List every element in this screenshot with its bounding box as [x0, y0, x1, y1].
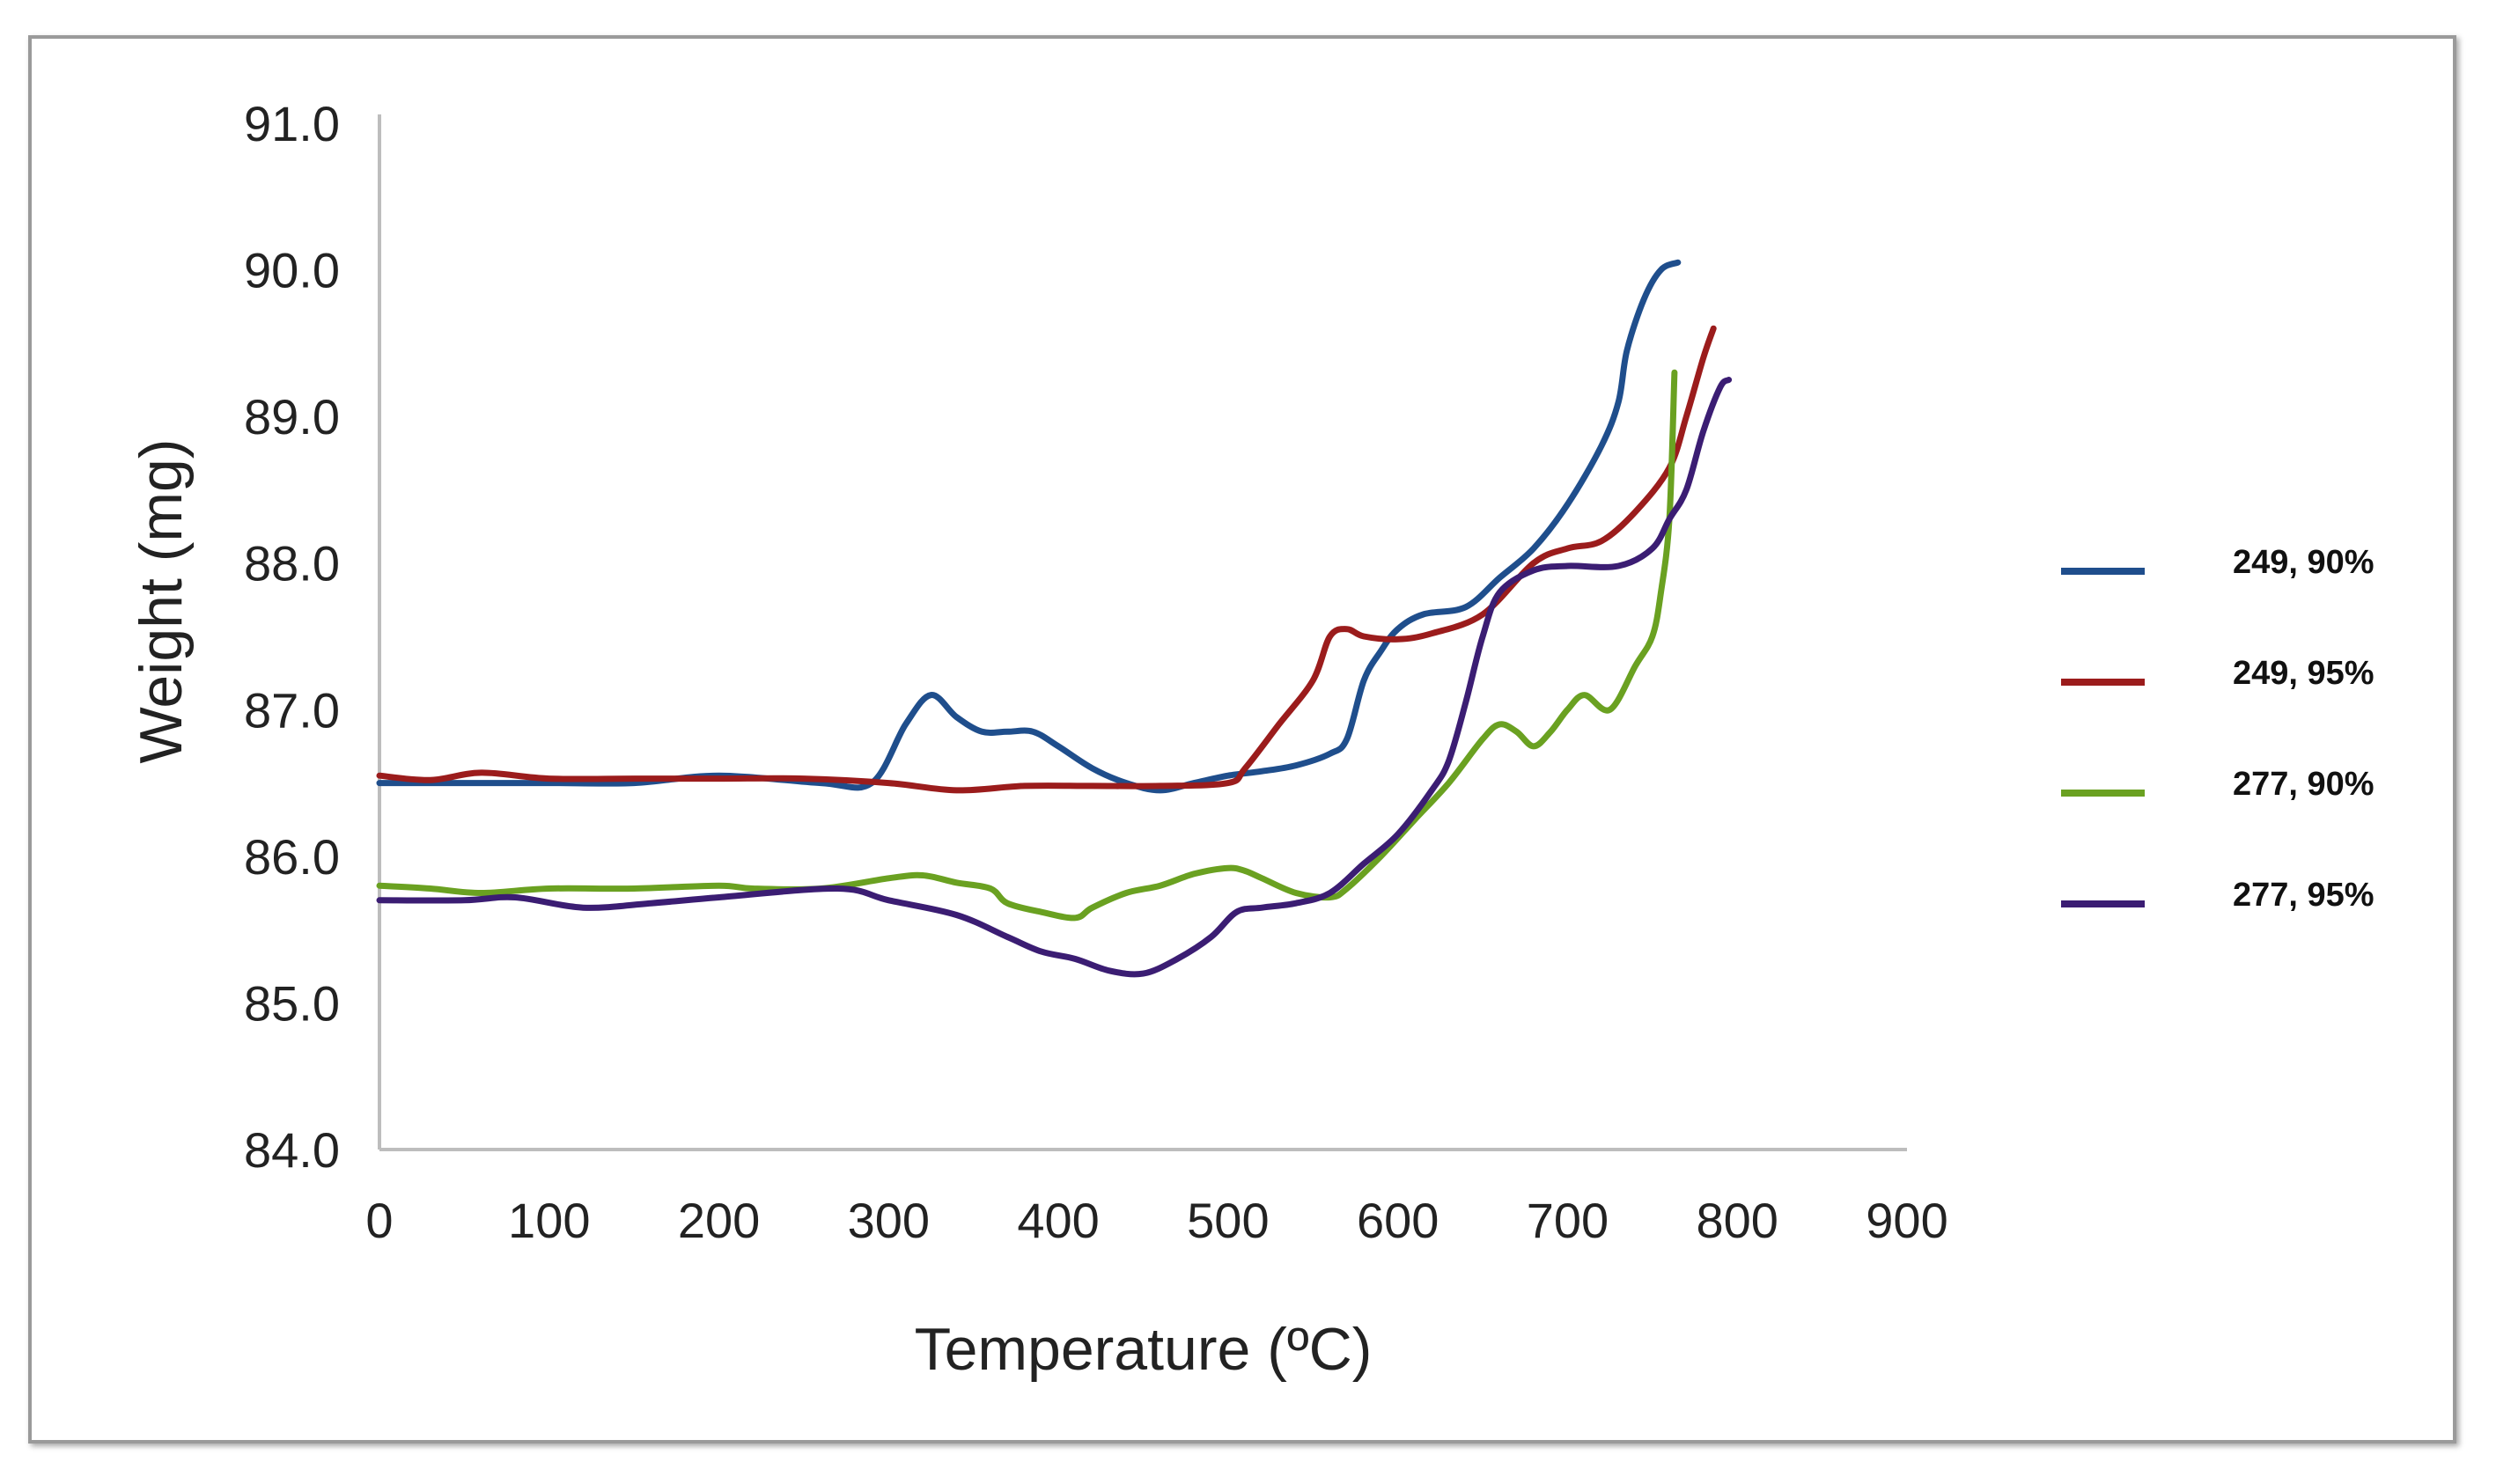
x-tick-label: 100: [508, 1193, 590, 1248]
y-tick-label: 88.0: [244, 536, 340, 591]
legend: 249, 90% 249, 95% 277, 90% 277, 95%: [2061, 544, 2375, 914]
y-tick-label: 90.0: [244, 243, 340, 298]
x-tick-label: 800: [1697, 1193, 1778, 1248]
series-lines: [376, 259, 1733, 978]
x-tick-label: 900: [1866, 1193, 1947, 1248]
axes: [378, 114, 1907, 1151]
y-tick-label: 87.0: [244, 682, 340, 738]
chart-frame: 84.0 85.0 86.0 87.0 88.0 89.0 90.0 91.0 0 100 200…: [28, 35, 2456, 1444]
legend-label-0: 249, 90%: [2233, 544, 2375, 581]
y-tick-label: 84.0: [244, 1122, 340, 1178]
series-line-0: [376, 259, 1682, 794]
y-tick-label: 85.0: [244, 975, 340, 1031]
x-axis-title: Temperature (ºC): [915, 1316, 1373, 1383]
x-tick-label: 700: [1527, 1193, 1609, 1248]
x-tick-label: 400: [1017, 1193, 1099, 1248]
x-tick-label: 300: [848, 1193, 930, 1248]
weight-temperature-chart: 84.0 85.0 86.0 87.0 88.0 89.0 90.0 91.0 0 100 200…: [128, 96, 2375, 1383]
series-line-3: [376, 377, 1733, 978]
x-tick-label: 600: [1357, 1193, 1439, 1248]
x-tick-label: 0: [365, 1193, 393, 1248]
y-tick-labels: 84.0 85.0 86.0 87.0 88.0 89.0 90.0 91.0: [244, 96, 340, 1178]
y-tick-label: 91.0: [244, 96, 340, 151]
x-tick-label: 200: [678, 1193, 760, 1248]
x-tick-label: 500: [1187, 1193, 1269, 1248]
x-tick-labels: 0 100 200 300 400 500 600 700 800 900: [365, 1193, 1947, 1248]
legend-label-1: 249, 95%: [2233, 655, 2375, 692]
y-tick-label: 86.0: [244, 829, 340, 885]
series-line-1: [376, 325, 1717, 794]
y-tick-label: 89.0: [244, 389, 340, 444]
y-axis-title: Weight (mg): [128, 438, 195, 763]
legend-label-3: 277, 95%: [2233, 877, 2375, 914]
series-line-2: [376, 369, 1678, 922]
legend-label-2: 277, 90%: [2233, 766, 2375, 803]
